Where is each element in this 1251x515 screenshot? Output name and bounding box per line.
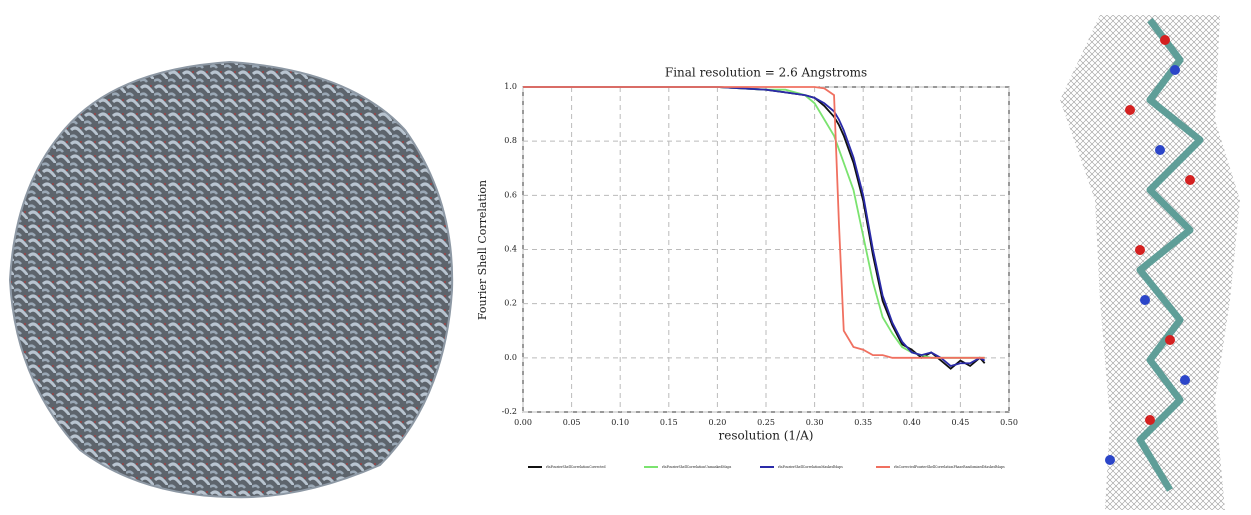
legend-label: rlnFourierShellCorrelationCorrected: [546, 465, 606, 469]
y-axis-label: Fourier Shell Correlation: [476, 180, 489, 320]
chart-title: Final resolution = 2.6 Angstroms: [665, 66, 867, 80]
x-axis-label: resolution (1/A): [719, 429, 814, 443]
y-tick-label: 0.4: [504, 245, 517, 254]
x-tick-label: 0.30: [806, 418, 824, 427]
x-tick-label: 0.50: [1000, 418, 1018, 427]
y-tick-label: 0.0: [504, 353, 517, 362]
y-tick-label: 0.2: [504, 299, 517, 308]
legend-label: rlnCorrectedFourierShellCorrelationPhase…: [894, 465, 1005, 469]
x-tick-label: 0.35: [854, 418, 872, 427]
density-map: [8, 60, 454, 499]
y-tick-label: 0.8: [504, 136, 517, 145]
series-line: [523, 86, 986, 367]
y-tick-label: 0.6: [504, 190, 517, 199]
legend-label: rlnFourierShellCorrelationUnmaskedMaps: [662, 465, 732, 469]
x-tick-label: 0.10: [611, 418, 629, 427]
x-tick-label: 0.25: [757, 418, 775, 427]
y-tick-label: -0.2: [502, 407, 517, 416]
series-line: [523, 86, 985, 359]
x-tick-label: 0.40: [903, 418, 921, 427]
y-tick-label: 1.0: [504, 82, 517, 91]
legend-label: rlnFourierShellCorrelationMaskedMaps: [778, 465, 843, 469]
x-tick-label: 0.05: [563, 418, 581, 427]
atomic-model: [1060, 15, 1240, 510]
x-tick-label: 0.00: [514, 418, 532, 427]
x-tick-label: 0.45: [951, 418, 969, 427]
x-tick-label: 0.20: [708, 418, 726, 427]
x-tick-label: 0.15: [660, 418, 678, 427]
